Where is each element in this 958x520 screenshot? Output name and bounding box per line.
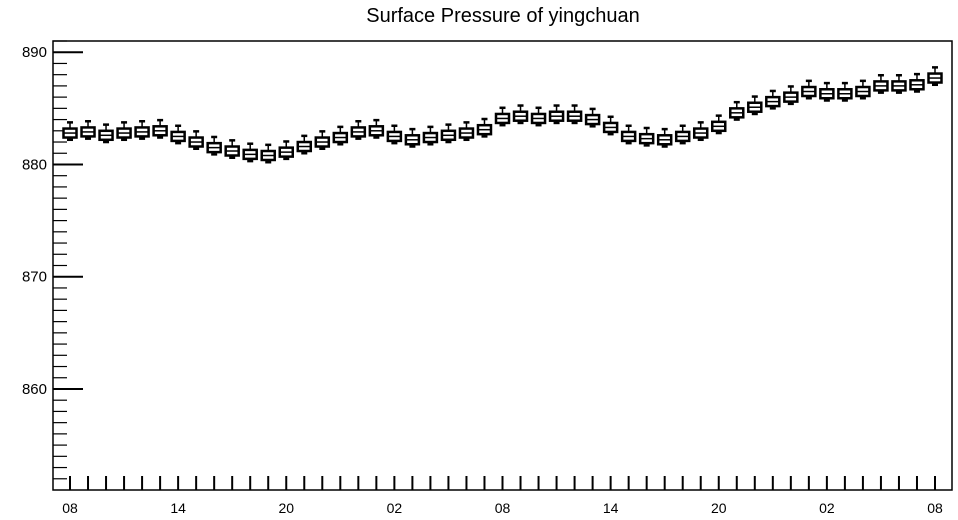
box-mark bbox=[873, 73, 889, 94]
box-mark bbox=[188, 130, 204, 151]
box-mark bbox=[422, 125, 439, 146]
box-mark bbox=[674, 124, 691, 145]
box-mark bbox=[98, 123, 114, 144]
x-tick-label: 08 bbox=[62, 500, 78, 516]
box-mark bbox=[314, 130, 331, 151]
y-tick-label: 860 bbox=[22, 381, 47, 398]
x-tick-label: 02 bbox=[387, 500, 403, 516]
x-tick-label: 08 bbox=[495, 500, 511, 516]
box-mark bbox=[296, 134, 313, 155]
box-mark bbox=[530, 106, 547, 127]
box-mark bbox=[837, 81, 853, 102]
box-mark bbox=[512, 104, 529, 125]
box-mark bbox=[494, 106, 511, 127]
box-mark bbox=[206, 135, 222, 156]
box-mark bbox=[855, 79, 871, 100]
y-tick-label: 870 bbox=[22, 269, 47, 286]
box-mark bbox=[440, 123, 457, 144]
box-mark bbox=[170, 124, 186, 145]
box-mark bbox=[278, 140, 294, 161]
box-mark bbox=[638, 126, 655, 147]
box-mark bbox=[242, 142, 258, 163]
box-mark bbox=[368, 118, 385, 139]
box-mark bbox=[260, 143, 276, 164]
box-mark bbox=[765, 89, 781, 110]
box-mark bbox=[819, 81, 835, 102]
box-mark bbox=[711, 114, 727, 135]
box-mark bbox=[224, 139, 240, 159]
box-mark bbox=[548, 104, 565, 125]
chart-title: Surface Pressure of yingchuan bbox=[366, 5, 640, 27]
box-mark bbox=[134, 120, 150, 140]
box-mark bbox=[404, 127, 421, 148]
x-tick-label: 14 bbox=[603, 500, 619, 516]
box-mark bbox=[332, 125, 349, 146]
box-mark bbox=[152, 118, 168, 139]
x-tick-label: 20 bbox=[278, 500, 294, 516]
x-tick-label: 02 bbox=[819, 500, 835, 516]
y-tick-label: 880 bbox=[22, 156, 47, 173]
box-mark bbox=[476, 117, 493, 138]
box-mark bbox=[620, 124, 637, 145]
box-mark bbox=[909, 72, 925, 93]
box-mark bbox=[458, 121, 475, 142]
box-mark bbox=[386, 124, 403, 145]
box-mark bbox=[584, 107, 601, 128]
box-mark bbox=[747, 95, 763, 116]
box-mark bbox=[801, 79, 817, 100]
x-tick-label: 14 bbox=[170, 500, 186, 516]
box-mark bbox=[116, 121, 132, 142]
x-tick-label: 08 bbox=[927, 500, 943, 516]
x-tick-label: 20 bbox=[711, 500, 727, 516]
box-mark bbox=[783, 85, 799, 106]
box-mark bbox=[566, 104, 583, 125]
box-mark bbox=[927, 66, 943, 87]
box-mark bbox=[891, 73, 907, 94]
box-mark bbox=[692, 121, 709, 142]
box-mark bbox=[729, 100, 745, 121]
box-mark bbox=[602, 115, 619, 136]
box-mark bbox=[656, 127, 673, 148]
box-mark bbox=[62, 121, 78, 142]
y-tick-label: 890 bbox=[22, 44, 47, 61]
box-mark bbox=[80, 120, 96, 140]
box-mark bbox=[350, 120, 367, 140]
